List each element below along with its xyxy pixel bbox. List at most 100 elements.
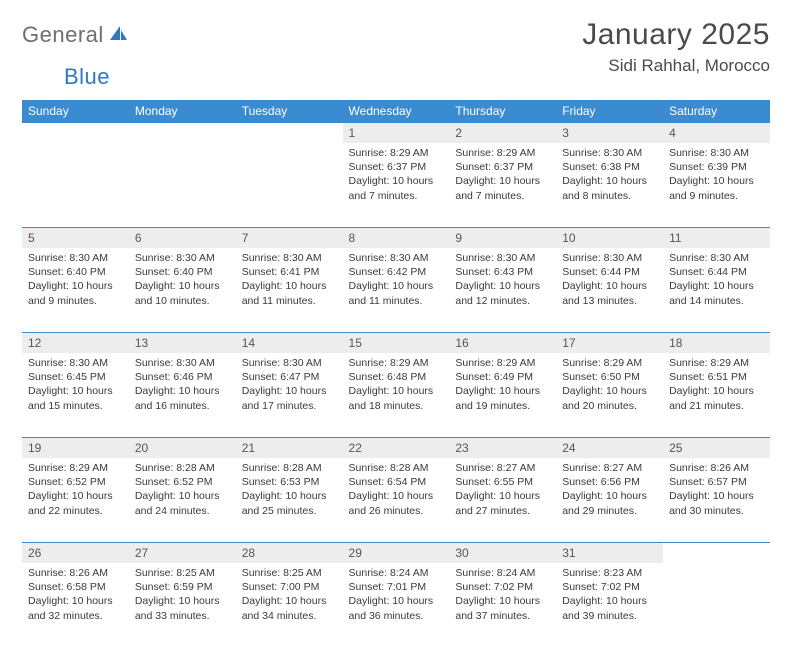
daylight-line: Daylight: 10 hours and 15 minutes. <box>28 384 123 412</box>
day-number: 22 <box>343 437 450 458</box>
daynum-row: 1234 <box>22 122 770 143</box>
day-data: Sunrise: 8:30 AMSunset: 6:40 PMDaylight:… <box>129 248 236 312</box>
sunrise-line: Sunrise: 8:30 AM <box>669 146 764 160</box>
sunrise-line: Sunrise: 8:29 AM <box>349 356 444 370</box>
day-data: Sunrise: 8:29 AMSunset: 6:49 PMDaylight:… <box>449 353 556 417</box>
day-data: Sunrise: 8:30 AMSunset: 6:38 PMDaylight:… <box>556 143 663 207</box>
day-data: Sunrise: 8:28 AMSunset: 6:54 PMDaylight:… <box>343 458 450 522</box>
daylight-line: Daylight: 10 hours and 29 minutes. <box>562 489 657 517</box>
sunrise-line: Sunrise: 8:25 AM <box>135 566 230 580</box>
day-data: Sunrise: 8:23 AMSunset: 7:02 PMDaylight:… <box>556 563 663 627</box>
sunrise-line: Sunrise: 8:29 AM <box>562 356 657 370</box>
day-number: 20 <box>129 437 236 458</box>
daylight-line: Daylight: 10 hours and 32 minutes. <box>28 594 123 622</box>
sunset-line: Sunset: 7:02 PM <box>562 580 657 594</box>
daynum-row: 262728293031 <box>22 542 770 563</box>
day-data: Sunrise: 8:30 AMSunset: 6:46 PMDaylight:… <box>129 353 236 417</box>
day-data: Sunrise: 8:29 AMSunset: 6:50 PMDaylight:… <box>556 353 663 417</box>
calendar-body: 1234Sunrise: 8:29 AMSunset: 6:37 PMDayli… <box>22 122 770 647</box>
daylight-line: Daylight: 10 hours and 16 minutes. <box>135 384 230 412</box>
daylight-line: Daylight: 10 hours and 17 minutes. <box>242 384 337 412</box>
sunrise-line: Sunrise: 8:28 AM <box>135 461 230 475</box>
daylight-line: Daylight: 10 hours and 27 minutes. <box>455 489 550 517</box>
sunrise-line: Sunrise: 8:29 AM <box>455 146 550 160</box>
daylight-line: Daylight: 10 hours and 33 minutes. <box>135 594 230 622</box>
calendar-table: SundayMondayTuesdayWednesdayThursdayFrid… <box>22 100 770 647</box>
sunrise-line: Sunrise: 8:30 AM <box>455 251 550 265</box>
sunrise-line: Sunrise: 8:30 AM <box>28 251 123 265</box>
sunrise-line: Sunrise: 8:30 AM <box>562 146 657 160</box>
day-data: Sunrise: 8:26 AMSunset: 6:58 PMDaylight:… <box>22 563 129 627</box>
day-data: Sunrise: 8:25 AMSunset: 7:00 PMDaylight:… <box>236 563 343 627</box>
sunset-line: Sunset: 6:52 PM <box>135 475 230 489</box>
day-number: 14 <box>236 332 343 353</box>
day-data: Sunrise: 8:29 AMSunset: 6:37 PMDaylight:… <box>343 143 450 207</box>
weekday-header: Friday <box>556 100 663 122</box>
sunrise-line: Sunrise: 8:28 AM <box>349 461 444 475</box>
day-data: Sunrise: 8:30 AMSunset: 6:45 PMDaylight:… <box>22 353 129 417</box>
day-data: Sunrise: 8:30 AMSunset: 6:39 PMDaylight:… <box>663 143 770 207</box>
day-data: Sunrise: 8:30 AMSunset: 6:42 PMDaylight:… <box>343 248 450 312</box>
sunset-line: Sunset: 6:56 PM <box>562 475 657 489</box>
sunset-line: Sunset: 6:44 PM <box>669 265 764 279</box>
weekday-header: Saturday <box>663 100 770 122</box>
day-number: 24 <box>556 437 663 458</box>
day-number: 28 <box>236 542 343 563</box>
day-number: 13 <box>129 332 236 353</box>
daylight-line: Daylight: 10 hours and 11 minutes. <box>349 279 444 307</box>
daylight-line: Daylight: 10 hours and 8 minutes. <box>562 174 657 202</box>
day-number: 9 <box>449 227 556 248</box>
sunset-line: Sunset: 6:44 PM <box>562 265 657 279</box>
day-data: Sunrise: 8:30 AMSunset: 6:47 PMDaylight:… <box>236 353 343 417</box>
sunrise-line: Sunrise: 8:28 AM <box>242 461 337 475</box>
sunset-line: Sunset: 6:50 PM <box>562 370 657 384</box>
location: Sidi Rahhal, Morocco <box>582 56 770 76</box>
title-block: January 2025 Sidi Rahhal, Morocco <box>582 18 770 76</box>
day-data: Sunrise: 8:30 AMSunset: 6:41 PMDaylight:… <box>236 248 343 312</box>
sunset-line: Sunset: 7:02 PM <box>455 580 550 594</box>
sunset-line: Sunset: 6:59 PM <box>135 580 230 594</box>
day-data: Sunrise: 8:30 AMSunset: 6:44 PMDaylight:… <box>663 248 770 312</box>
day-number: 19 <box>22 437 129 458</box>
sunset-line: Sunset: 6:46 PM <box>135 370 230 384</box>
sunset-line: Sunset: 6:49 PM <box>455 370 550 384</box>
day-number: 12 <box>22 332 129 353</box>
day-number: 30 <box>449 542 556 563</box>
month-title: January 2025 <box>582 18 770 52</box>
logo-sail-icon <box>108 24 128 47</box>
daylight-line: Daylight: 10 hours and 7 minutes. <box>455 174 550 202</box>
sunrise-line: Sunrise: 8:30 AM <box>28 356 123 370</box>
daylight-line: Daylight: 10 hours and 9 minutes. <box>669 174 764 202</box>
logo-text-blue: Blue <box>64 64 110 89</box>
sunset-line: Sunset: 6:40 PM <box>28 265 123 279</box>
sunrise-line: Sunrise: 8:27 AM <box>562 461 657 475</box>
sunset-line: Sunset: 6:48 PM <box>349 370 444 384</box>
sunrise-line: Sunrise: 8:29 AM <box>28 461 123 475</box>
daynum-row: 567891011 <box>22 227 770 248</box>
day-blank <box>129 122 236 143</box>
day-data: Sunrise: 8:28 AMSunset: 6:52 PMDaylight:… <box>129 458 236 522</box>
daydata-row: Sunrise: 8:29 AM Sunset: 6:52 PM Daylight:… <box>22 458 770 542</box>
sunset-line: Sunset: 7:01 PM <box>349 580 444 594</box>
weekday-header: Wednesday <box>343 100 450 122</box>
day-number: 23 <box>449 437 556 458</box>
sunset-line: Sunset: 6:54 PM <box>349 475 444 489</box>
sunrise-line: Sunrise: 8:23 AM <box>562 566 657 580</box>
daylight-line: Daylight: 10 hours and 36 minutes. <box>349 594 444 622</box>
day-number: 1 <box>343 122 450 143</box>
sunrise-line: Sunrise: 8:26 AM <box>28 566 123 580</box>
sunset-line: Sunset: 6:53 PM <box>242 475 337 489</box>
day-data: Sunrise: 8:24 AMSunset: 7:02 PMDaylight:… <box>449 563 556 627</box>
sunrise-line: Sunrise: 8:26 AM <box>669 461 764 475</box>
daylight-line: Daylight: 10 hours and 13 minutes. <box>562 279 657 307</box>
sunrise-line: Sunrise: 8:29 AM <box>455 356 550 370</box>
sunset-line: Sunset: 6:45 PM <box>28 370 123 384</box>
weekday-header: Monday <box>129 100 236 122</box>
sunrise-line: Sunrise: 8:30 AM <box>135 356 230 370</box>
sunrise-line: Sunrise: 8:24 AM <box>455 566 550 580</box>
daylight-line: Daylight: 10 hours and 34 minutes. <box>242 594 337 622</box>
sunrise-line: Sunrise: 8:30 AM <box>242 356 337 370</box>
day-number: 25 <box>663 437 770 458</box>
day-data: Sunrise: 8:30 AMSunset: 6:44 PMDaylight:… <box>556 248 663 312</box>
daylight-line: Daylight: 10 hours and 19 minutes. <box>455 384 550 412</box>
